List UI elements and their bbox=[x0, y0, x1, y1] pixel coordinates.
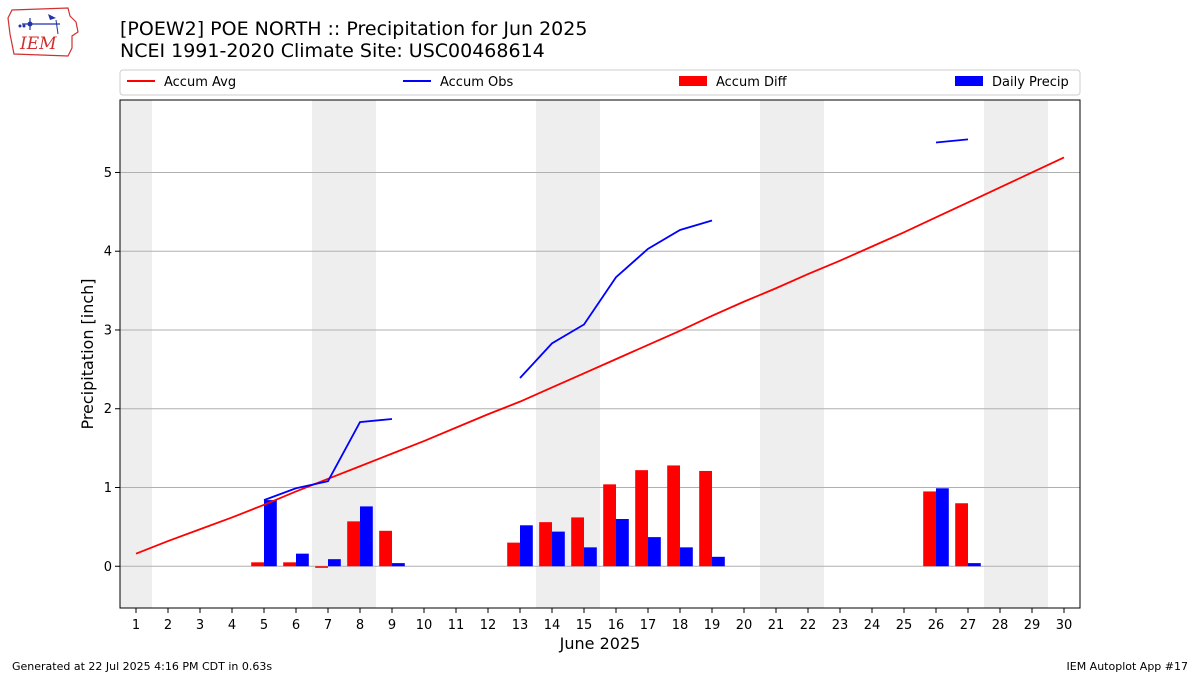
y-axis: 0 1 2 3 4 5 bbox=[104, 166, 120, 575]
legend-label-accum-diff: Accum Diff bbox=[716, 75, 788, 90]
x-axis: 1 2 3 4 5 6 7 8 9 10 11 12 13 14 15 16 17 18 19 20 21 22 23 24 2… bbox=[132, 608, 1072, 633]
x-tick-label-30: 30 bbox=[1056, 618, 1073, 633]
accum-avg-line-segment-0 bbox=[135, 156, 1065, 555]
legend-label-accum-avg: Accum Avg bbox=[164, 75, 236, 90]
legend-swatch-daily-precip bbox=[955, 76, 983, 86]
x-tick-label-9: 9 bbox=[388, 618, 396, 633]
x-tick-label-10: 10 bbox=[416, 618, 433, 633]
accum-diff-bar-day-18 bbox=[667, 465, 680, 567]
iem-logo: IEM bbox=[6, 4, 82, 62]
y-tick-label-3: 3 bbox=[104, 323, 112, 338]
x-tick-label-14: 14 bbox=[544, 618, 561, 633]
accum-diff-bar-day-26 bbox=[923, 491, 936, 567]
x-tick-label-20: 20 bbox=[736, 618, 753, 633]
accum-obs-line-segment-2 bbox=[935, 138, 969, 144]
grid-lines bbox=[120, 171, 1080, 567]
y-tick-label-4: 4 bbox=[104, 245, 112, 260]
x-tick-label-23: 23 bbox=[832, 618, 849, 633]
daily-precip-bar-day-17 bbox=[648, 537, 661, 567]
daily-precip-bar-day-5 bbox=[264, 500, 277, 567]
y-tick-label-5: 5 bbox=[104, 166, 112, 181]
chart-subtitle: NCEI 1991-2020 Climate Site: USC00468614 bbox=[120, 40, 545, 62]
plot-frame bbox=[119, 99, 1081, 609]
x-tick-label-4: 4 bbox=[228, 618, 236, 633]
accum-obs-line-segment-1 bbox=[519, 219, 713, 379]
accum-diff-bar-day-17 bbox=[635, 470, 648, 567]
x-tick-label-25: 25 bbox=[896, 618, 913, 633]
weekend-band-0 bbox=[120, 100, 152, 608]
accum-diff-bar-day-6 bbox=[283, 562, 296, 567]
x-tick-label-12: 12 bbox=[480, 618, 497, 633]
daily-precip-bar-day-15 bbox=[584, 547, 597, 567]
x-tick-label-1: 1 bbox=[132, 618, 140, 633]
x-tick-label-18: 18 bbox=[672, 618, 689, 633]
bar-marks bbox=[251, 465, 981, 568]
x-tick-label-26: 26 bbox=[928, 618, 945, 633]
x-tick-label-8: 8 bbox=[356, 618, 364, 633]
x-tick-label-6: 6 bbox=[292, 618, 300, 633]
legend-swatch-accum-diff bbox=[679, 76, 707, 86]
daily-precip-bar-day-7 bbox=[328, 559, 341, 567]
accum-diff-bar-day-19 bbox=[699, 470, 712, 567]
weekend-band-3 bbox=[760, 100, 824, 608]
legend-label-daily-precip: Daily Precip bbox=[992, 75, 1069, 90]
x-tick-label-21: 21 bbox=[768, 618, 785, 633]
daily-precip-bar-day-14 bbox=[552, 531, 565, 567]
accum-diff-bar-day-14 bbox=[539, 522, 552, 567]
x-tick-label-17: 17 bbox=[640, 618, 657, 633]
legend: Accum Avg Accum Obs Accum Diff Daily Precip bbox=[119, 69, 1081, 96]
y-axis-label: Precipitation [inch] bbox=[78, 278, 97, 429]
chart-title: [POEW2] POE NORTH :: Precipitation for J… bbox=[120, 18, 588, 40]
accum-obs-line-segment-0 bbox=[263, 418, 393, 501]
x-tick-label-19: 19 bbox=[704, 618, 721, 633]
accum-diff-bar-day-9 bbox=[379, 530, 392, 567]
daily-precip-bar-day-26 bbox=[936, 488, 949, 567]
daily-precip-bar-day-6 bbox=[296, 553, 309, 567]
legend-box bbox=[119, 69, 1081, 96]
accum-diff-bar-day-8 bbox=[347, 521, 360, 567]
x-tick-label-24: 24 bbox=[864, 618, 881, 633]
x-tick-label-2: 2 bbox=[164, 618, 172, 633]
y-tick-label-0: 0 bbox=[104, 560, 112, 575]
daily-precip-bar-day-13 bbox=[520, 525, 533, 567]
daily-precip-bar-day-16 bbox=[616, 519, 629, 567]
generated-timestamp: Generated at 22 Jul 2025 4:16 PM CDT in … bbox=[12, 660, 273, 673]
daily-precip-bar-day-9 bbox=[392, 563, 405, 567]
x-tick-label-5: 5 bbox=[260, 618, 268, 633]
iem-logo-text: IEM bbox=[19, 34, 57, 54]
y-tick-label-1: 1 bbox=[104, 481, 112, 496]
x-tick-label-27: 27 bbox=[960, 618, 977, 633]
x-tick-label-13: 13 bbox=[512, 618, 529, 633]
daily-precip-bar-day-27 bbox=[968, 563, 981, 567]
x-tick-label-16: 16 bbox=[608, 618, 625, 633]
accum-diff-bar-day-27 bbox=[955, 503, 968, 567]
daily-precip-bar-day-8 bbox=[360, 506, 373, 567]
x-tick-label-29: 29 bbox=[1024, 618, 1041, 633]
x-tick-label-22: 22 bbox=[800, 618, 817, 633]
accum-diff-bar-day-15 bbox=[571, 517, 584, 567]
weekend-band-4 bbox=[984, 100, 1048, 608]
legend-label-accum-obs: Accum Obs bbox=[440, 75, 513, 90]
x-tick-label-15: 15 bbox=[576, 618, 593, 633]
y-tick-label-2: 2 bbox=[104, 402, 112, 417]
daily-precip-bar-day-19 bbox=[712, 556, 725, 567]
x-tick-label-3: 3 bbox=[196, 618, 204, 633]
x-tick-label-28: 28 bbox=[992, 618, 1009, 633]
app-label: IEM Autoplot App #17 bbox=[1066, 660, 1189, 673]
accum-diff-bar-day-13 bbox=[507, 542, 520, 567]
x-tick-label-11: 11 bbox=[448, 618, 465, 633]
iem-logo-icon: IEM bbox=[7, 7, 79, 57]
accum-diff-bar-day-5 bbox=[251, 562, 264, 567]
x-tick-label-7: 7 bbox=[324, 618, 332, 633]
daily-precip-bar-day-18 bbox=[680, 547, 693, 567]
accum-diff-bar-day-7 bbox=[315, 566, 328, 568]
line-series bbox=[135, 138, 1065, 555]
x-axis-label: June 2025 bbox=[559, 634, 641, 653]
accum-diff-bar-day-16 bbox=[603, 484, 616, 567]
